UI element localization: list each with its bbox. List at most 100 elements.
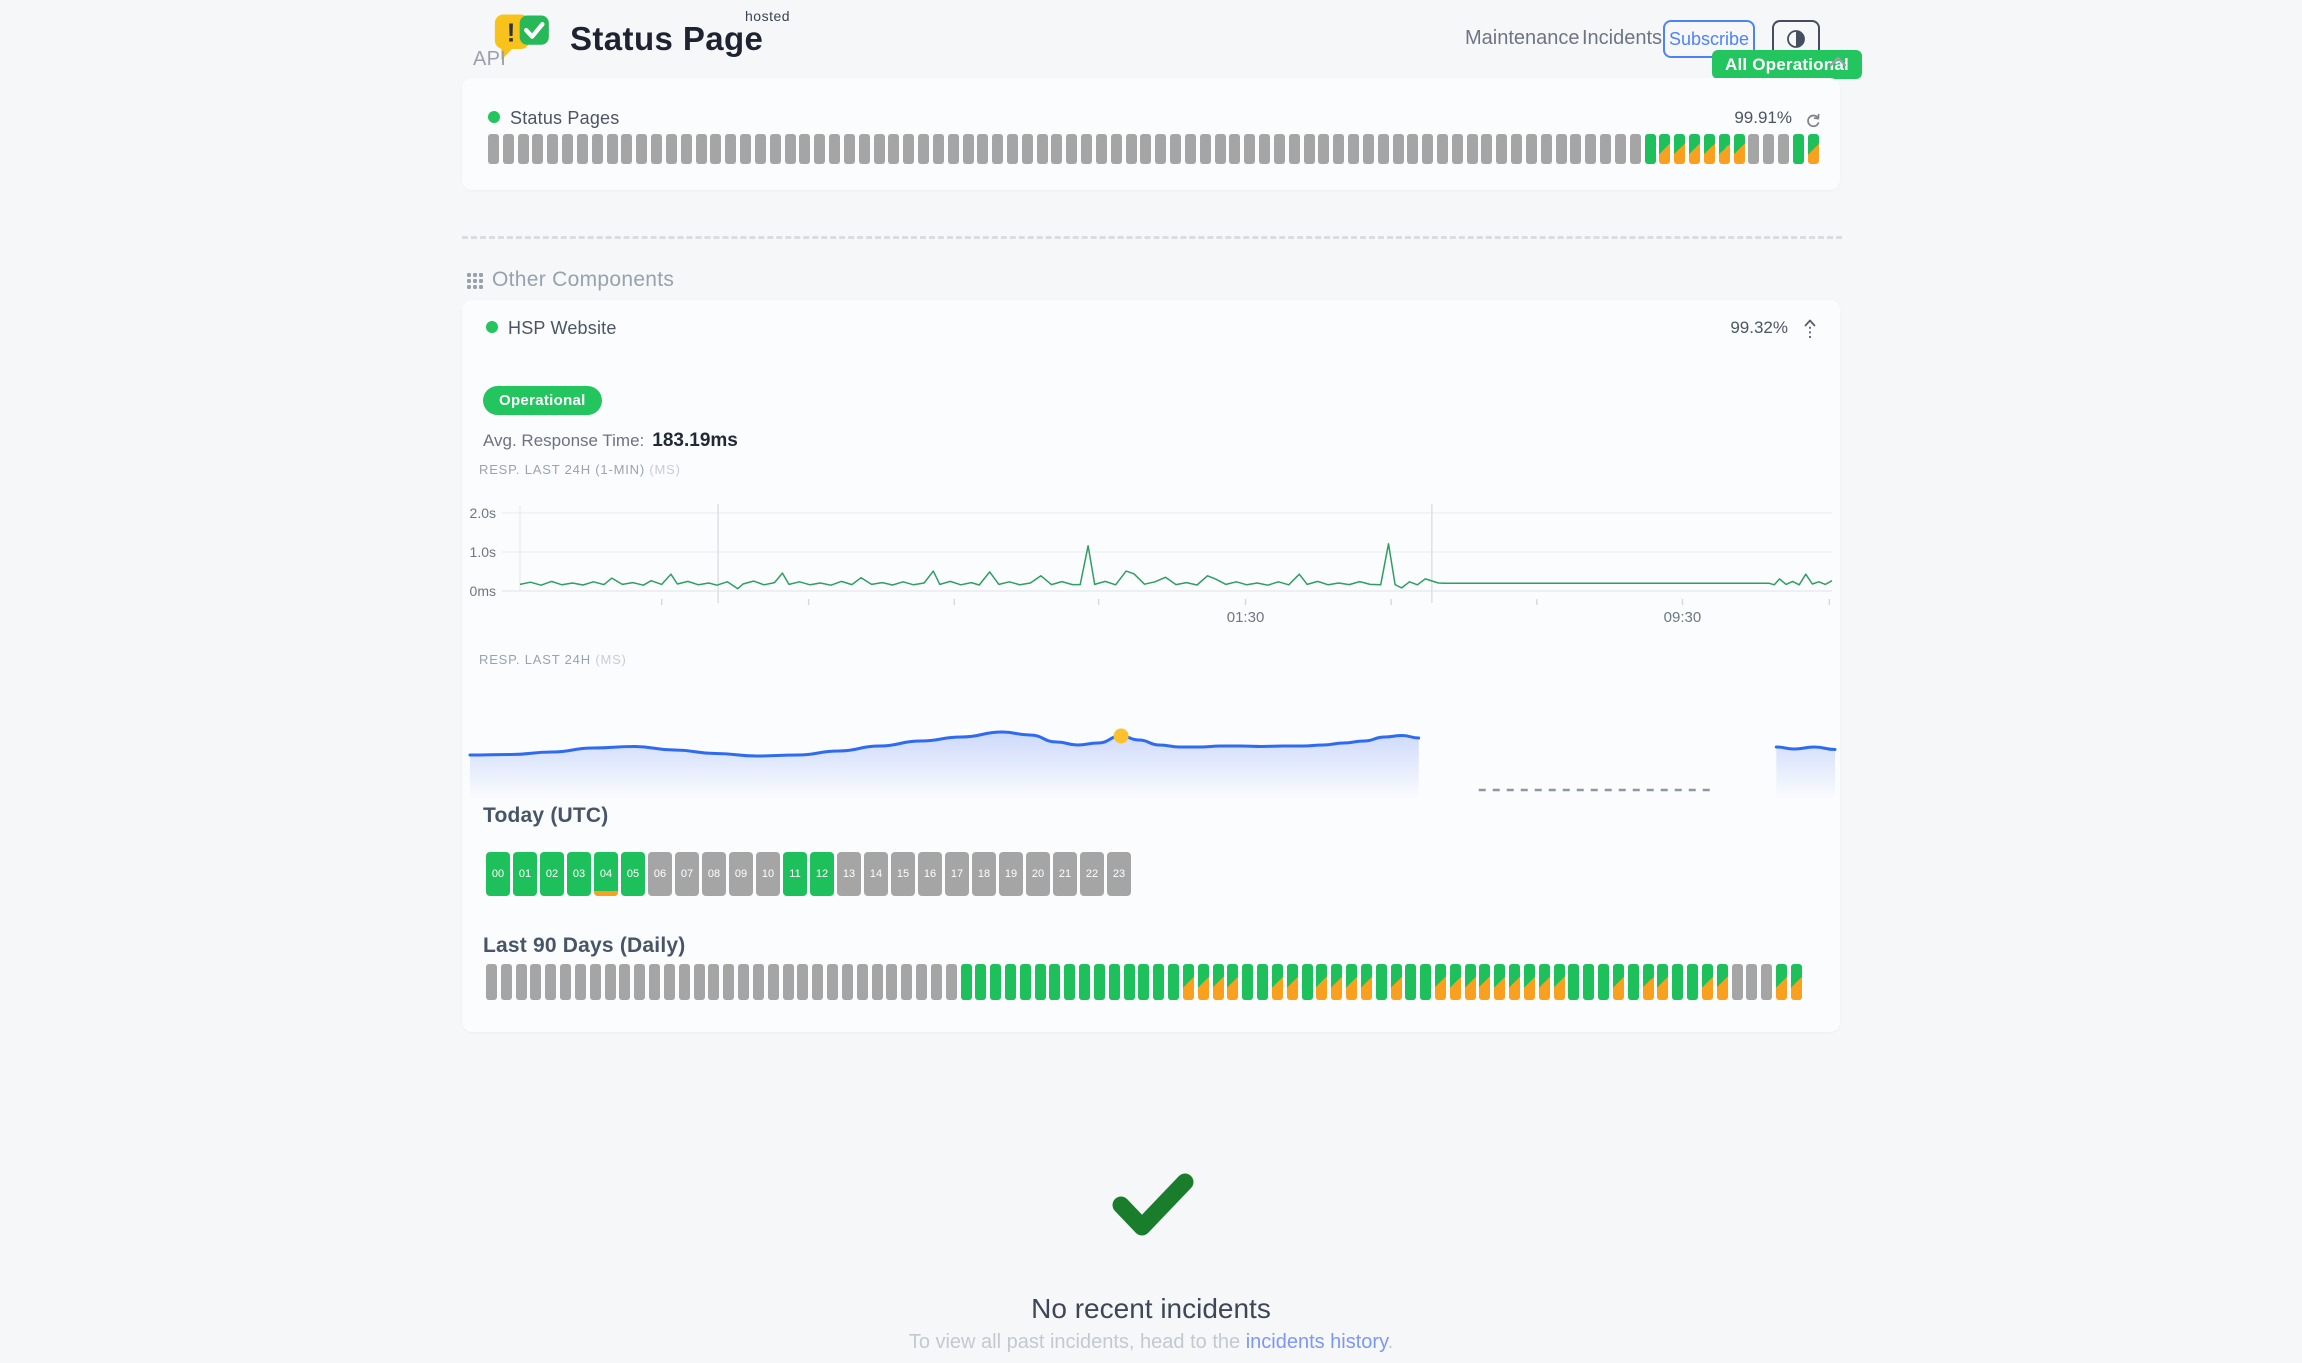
chart-marker-dot[interactable] (1113, 728, 1129, 744)
hour-block-21[interactable]: 21 (1053, 852, 1077, 896)
uptime-bar[interactable] (1642, 964, 1654, 1000)
uptime-bar[interactable] (1733, 134, 1745, 164)
uptime-bar[interactable] (1449, 964, 1461, 1000)
uptime-bar[interactable] (1318, 134, 1330, 164)
uptime-bar[interactable] (1125, 134, 1137, 164)
uptime-bar[interactable] (814, 134, 826, 164)
uptime-bar[interactable] (560, 964, 572, 1000)
uptime-bar[interactable] (1555, 134, 1567, 164)
hour-block-12[interactable]: 12 (810, 852, 834, 896)
uptime-bar[interactable] (502, 134, 514, 164)
uptime-bar[interactable] (1051, 134, 1063, 164)
hour-block-02[interactable]: 02 (540, 852, 564, 896)
uptime-bar[interactable] (621, 134, 633, 164)
uptime-bar[interactable] (1598, 964, 1610, 1000)
uptime-bar[interactable] (990, 964, 1002, 1000)
uptime-bar[interactable] (1718, 134, 1730, 164)
uptime-bar[interactable] (871, 964, 883, 1000)
uptime-bar[interactable] (1004, 964, 1016, 1000)
uptime-bar[interactable] (515, 964, 527, 1000)
uptime-bar[interactable] (1303, 134, 1315, 164)
uptime-bar[interactable] (1362, 134, 1374, 164)
uptime-bar[interactable] (1212, 964, 1224, 1000)
uptime-bar[interactable] (1570, 134, 1582, 164)
uptime-bar[interactable] (1331, 964, 1343, 1000)
uptime-bar[interactable] (901, 964, 913, 1000)
uptime-bar[interactable] (532, 134, 544, 164)
uptime-bar[interactable] (725, 134, 737, 164)
uptime-bar[interactable] (1301, 964, 1313, 1000)
uptime-bar[interactable] (488, 134, 499, 164)
hour-block-07[interactable]: 07 (675, 852, 699, 896)
uptime-bar[interactable] (1110, 134, 1122, 164)
uptime-bar[interactable] (1687, 964, 1699, 1000)
uptime-bar[interactable] (619, 964, 631, 1000)
uptime-bar[interactable] (930, 964, 942, 1000)
hour-block-17[interactable]: 17 (945, 852, 969, 896)
uptime-bar[interactable] (947, 134, 959, 164)
uptime-bar[interactable] (1036, 134, 1048, 164)
uptime-bar[interactable] (1093, 964, 1105, 1000)
uptime-bar[interactable] (1746, 964, 1758, 1000)
uptime-bar[interactable] (1407, 134, 1419, 164)
uptime-bar[interactable] (545, 964, 557, 1000)
uptime-bar[interactable] (1496, 134, 1508, 164)
uptime-bar[interactable] (1271, 964, 1283, 1000)
uptime-bar[interactable] (932, 134, 944, 164)
uptime-bar[interactable] (1659, 134, 1671, 164)
uptime-bar[interactable] (1049, 964, 1061, 1000)
uptime-bar[interactable] (841, 964, 853, 1000)
uptime-bar[interactable] (903, 134, 915, 164)
uptime-bar[interactable] (1155, 134, 1167, 164)
uptime-bar[interactable] (636, 134, 648, 164)
uptime-bar[interactable] (517, 134, 529, 164)
uptime-bar[interactable] (1346, 964, 1358, 1000)
uptime-bar[interactable] (1479, 964, 1491, 1000)
uptime-bar[interactable] (1612, 964, 1624, 1000)
hour-block-03[interactable]: 03 (567, 852, 591, 896)
uptime-bar[interactable] (1629, 134, 1641, 164)
uptime-bar[interactable] (797, 964, 809, 1000)
uptime-bar[interactable] (1538, 964, 1550, 1000)
uptime-bar[interactable] (1168, 964, 1180, 1000)
uptime-bar[interactable] (1199, 134, 1211, 164)
uptime-bar[interactable] (680, 134, 692, 164)
uptime-bar[interactable] (1214, 134, 1226, 164)
uptime-bar[interactable] (591, 134, 603, 164)
nav-incidents[interactable]: Incidents (1582, 27, 1663, 49)
uptime-bar[interactable] (1377, 134, 1389, 164)
uptime-bar[interactable] (1585, 134, 1597, 164)
uptime-bar[interactable] (1197, 964, 1209, 1000)
subscribe-button[interactable]: Subscribe (1663, 20, 1755, 58)
uptime-bar[interactable] (740, 134, 752, 164)
uptime-bar[interactable] (1392, 134, 1404, 164)
uptime-bar[interactable] (738, 964, 750, 1000)
uptime-bar[interactable] (1674, 134, 1686, 164)
uptime-bar[interactable] (1405, 964, 1417, 1000)
incidents-history-link[interactable]: incidents history (1245, 1331, 1388, 1353)
uptime-bar[interactable] (752, 964, 764, 1000)
uptime-bar[interactable] (500, 964, 512, 1000)
uptime-bar[interactable] (1286, 964, 1298, 1000)
uptime-bar[interactable] (1600, 134, 1612, 164)
uptime-bar[interactable] (1140, 134, 1152, 164)
uptime-bar[interactable] (1627, 964, 1639, 1000)
hour-block-06[interactable]: 06 (648, 852, 672, 896)
uptime-bar[interactable] (708, 964, 720, 1000)
uptime-bar[interactable] (634, 964, 646, 1000)
uptime-bar[interactable] (1703, 134, 1715, 164)
uptime-bar[interactable] (665, 134, 677, 164)
uptime-bar[interactable] (799, 134, 811, 164)
uptime-bar[interactable] (767, 964, 779, 1000)
uptime-bar[interactable] (678, 964, 690, 1000)
uptime-bar[interactable] (1375, 964, 1387, 1000)
uptime-bar[interactable] (606, 134, 618, 164)
uptime-bar[interactable] (486, 964, 497, 1000)
uptime-bar[interactable] (945, 964, 957, 1000)
uptime-bar[interactable] (1273, 134, 1285, 164)
uptime-bar[interactable] (1525, 134, 1537, 164)
uptime-bar[interactable] (1259, 134, 1271, 164)
hour-block-01[interactable]: 01 (513, 852, 537, 896)
uptime-bar[interactable] (1716, 964, 1728, 1000)
uptime-bar[interactable] (1360, 964, 1372, 1000)
